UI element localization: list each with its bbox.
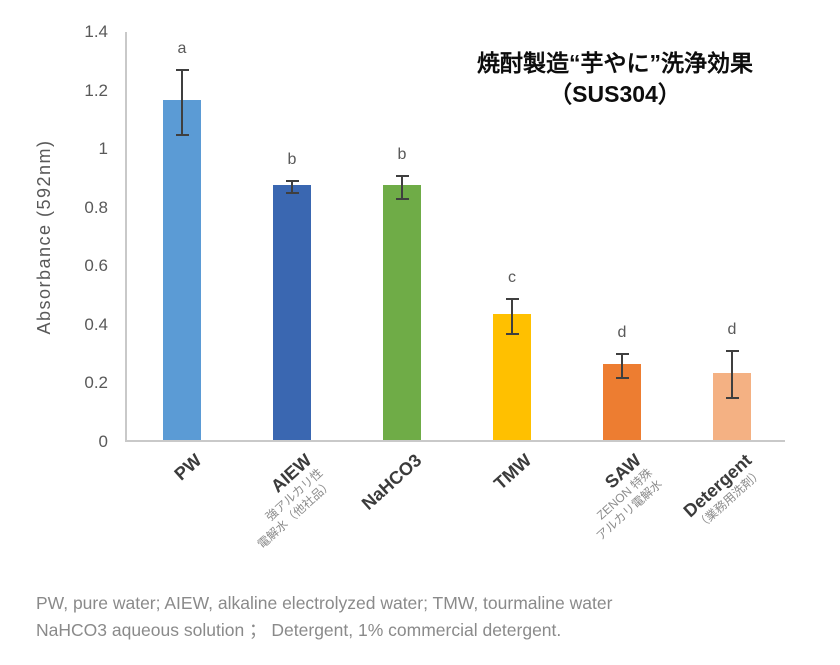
x-axis-label: AIEW 強アルカリ性 電解水（他社品） <box>231 450 337 553</box>
error-bar <box>181 70 183 135</box>
error-bar <box>511 298 513 334</box>
error-bar <box>621 354 623 378</box>
y-tick-label: 1.4 <box>84 22 108 41</box>
error-bar-cap <box>725 350 739 353</box>
error-bar-cap <box>175 133 189 136</box>
error-bar-cap <box>505 297 519 300</box>
caption-line1: PW, pure water; AIEW, alkaline electroly… <box>36 593 613 613</box>
x-axis-label: NaHCO3 <box>358 450 426 514</box>
chart-title-line2: （SUS304） <box>549 81 681 108</box>
y-tick-label: 0 <box>98 432 108 451</box>
error-bar-cap <box>505 332 519 335</box>
x-axis-labels: PW AIEW 強アルカリ性 電解水（他社品） NaHCO3 TMW SAW ZENON 特殊… <box>125 444 785 594</box>
y-tick-label: 1.2 <box>84 80 108 100</box>
y-tick-label: 0.8 <box>84 197 108 217</box>
significance-letter: b <box>287 151 297 169</box>
x-axis-label: SAW ZENON 特殊 アルカリ電解水 <box>570 450 667 544</box>
x-axis-label-text: PW <box>170 450 206 485</box>
y-axis-tick-labels: 0 0.2 0.4 0.6 0.8 1 1.2 1.4 <box>0 22 116 451</box>
caption-line2: NaHCO3 aqueous solution ； Detergent, 1% … <box>36 620 562 641</box>
x-axis-label: Detergent （業務用洗剤） <box>680 450 767 533</box>
chart-title-line1: 焼酎製造“芋やに”洗浄効果 <box>477 50 753 76</box>
x-axis-label: PW <box>170 450 205 485</box>
error-bar-cap <box>615 353 629 356</box>
error-bar-cap <box>615 376 629 379</box>
significance-letter: d <box>727 321 737 339</box>
chart-title: 焼酎製造“芋やに”洗浄効果 （SUS304） <box>415 48 815 110</box>
error-bar-cap <box>285 180 299 183</box>
x-axis-label: TMW <box>490 450 536 494</box>
y-tick-label: 0.4 <box>84 314 108 334</box>
bar-tmw <box>493 314 531 440</box>
bar-pw <box>163 100 201 440</box>
bar-chart: 焼酎製造“芋やに”洗浄効果 （SUS304） Absorbance (592nm… <box>0 22 815 594</box>
bar-aiew <box>273 185 311 440</box>
error-bar-cap <box>395 174 409 177</box>
significance-letter: c <box>508 268 516 286</box>
y-tick-label: 1 <box>98 139 108 159</box>
y-tick-label: 0.6 <box>84 256 108 276</box>
error-bar-cap <box>175 69 189 72</box>
significance-letter: b <box>397 145 407 163</box>
error-bar-cap <box>725 397 739 400</box>
error-bar-cap <box>285 192 299 195</box>
bar-nahco3 <box>383 185 421 440</box>
significance-letter: a <box>177 40 187 58</box>
x-axis-label-text: TMW <box>490 450 536 494</box>
plot-area: a b b c d d <box>125 32 785 442</box>
x-axis-label-text: NaHCO3 <box>357 450 426 514</box>
error-bar-cap <box>395 197 409 200</box>
error-bar <box>291 181 293 194</box>
caption: PW, pure water; AIEW, alkaline electroly… <box>36 590 816 644</box>
error-bar <box>731 351 733 399</box>
error-bar <box>401 175 403 199</box>
y-tick-label: 0.2 <box>84 373 108 393</box>
significance-letter: d <box>617 324 627 342</box>
